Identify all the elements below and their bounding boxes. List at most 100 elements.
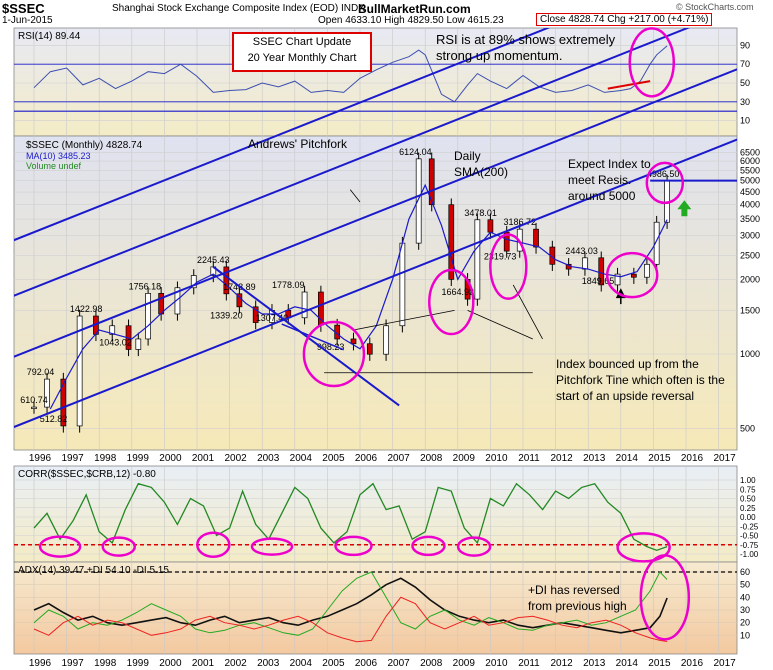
rsi-legend: RSI(14) 89.44	[18, 31, 81, 42]
expect-note-line1: Expect Index to	[568, 157, 651, 171]
expect-note: Expect Index to meet Resis. around 5000	[568, 156, 651, 204]
price-tick-label: 2500	[740, 250, 760, 260]
price-candle-body	[60, 378, 67, 427]
andrews-pitchfork	[14, 28, 737, 429]
x-tick-label-price: 2010	[485, 453, 508, 464]
price-candle-body	[399, 242, 406, 327]
price-point-label: 610.74	[20, 395, 48, 405]
price-candle-body	[135, 338, 142, 350]
x-tick-label-price: 2006	[355, 453, 378, 464]
ma-legend: MA(10) 3485.23	[26, 151, 91, 161]
pitchfork-handle-line	[212, 266, 400, 407]
callout-leader-line	[467, 309, 533, 340]
x-tick-label-adx: 2003	[257, 658, 280, 669]
expect-note-line2: meet Resis.	[568, 173, 632, 187]
update-box-line2: 20 Year Monthly Chart	[247, 52, 357, 64]
pitchfork-median-line	[14, 68, 737, 358]
price-candle-body	[252, 306, 259, 323]
price-candle-body	[31, 406, 37, 409]
price-point-label: 3186.72	[503, 217, 536, 227]
rsi-note-line1: RSI is at 89% shows extremely	[436, 32, 616, 47]
x-tick-label-adx: 1996	[29, 658, 52, 669]
di-note: +DI has reversed from previous high	[528, 582, 627, 614]
corr-tick-label: 0.75	[740, 485, 756, 494]
x-tick-label-price: 1997	[61, 453, 84, 464]
highlight-ellipse	[616, 532, 671, 563]
x-tick-label-price: 2011	[518, 453, 540, 464]
stockcharts-logo: © StockCharts.com	[676, 2, 754, 12]
highlight-ellipse	[196, 531, 231, 558]
corr-tick-label: -0.75	[740, 541, 759, 550]
x-tick-label-price: 2004	[290, 453, 313, 464]
sma-label-line2: SMA(200)	[454, 165, 509, 179]
corr-tick-label: -1.00	[740, 550, 759, 559]
x-tick-label-price: 2008	[420, 453, 443, 464]
x-tick-label-adx: 2010	[485, 658, 508, 669]
x-tick-label-adx: 2007	[387, 658, 410, 669]
adx-tick-label: 10	[740, 630, 750, 640]
price-point-label: 1778.09	[272, 280, 305, 290]
rsi-note-line2: strong up momentum.	[436, 48, 563, 63]
rsi-tick-label: 70	[740, 59, 750, 69]
corr-tick-label: -0.25	[740, 522, 759, 531]
di-note-line1: +DI has reversed	[528, 583, 620, 597]
adx-tick-label: 20	[740, 618, 750, 628]
x-tick-label-price: 1998	[94, 453, 117, 464]
highlight-ellipse	[456, 536, 492, 557]
x-tick-label-price: 2001	[192, 453, 215, 464]
x-tick-label-price: 2014	[616, 453, 639, 464]
price-point-label: 1849.65	[582, 276, 615, 286]
highlight-ellipse	[302, 320, 366, 388]
sma-label-line1: Daily	[454, 149, 481, 163]
corr-tick-label: 0.00	[740, 513, 756, 522]
price-candle-body	[415, 158, 422, 244]
x-tick-label-adx: 1997	[61, 658, 84, 669]
x-tick-label-adx: 2014	[616, 658, 639, 669]
highlight-ellipse	[411, 535, 446, 557]
di-note-line2: from previous high	[528, 599, 627, 613]
adx-line	[33, 577, 668, 634]
axis-labels: 1996 1996 1997 1997 1998 1998 1999 1999 2000 2000…	[29, 40, 760, 669]
x-tick-label-price: 2005	[322, 453, 345, 464]
price-tick-label: 5500	[740, 165, 760, 175]
site-name: BullMarketRun.com	[358, 2, 471, 16]
price-candle-body	[630, 273, 637, 278]
x-tick-label-price: 2013	[583, 453, 606, 464]
rsi-plot	[33, 45, 668, 103]
adx-tick-label: 30	[740, 605, 750, 615]
price-candle-body	[487, 219, 494, 233]
update-box: SSEC Chart Update 20 Year Monthly Chart	[232, 32, 372, 72]
price-candle-body	[366, 343, 373, 355]
price-point-label: 512.82	[40, 414, 68, 424]
x-tick-label-price: 2015	[648, 453, 671, 464]
bounce-note-line2: Pitchfork Tine which often is the	[556, 373, 725, 387]
highlight-ellipse	[101, 536, 137, 557]
update-box-line1: SSEC Chart Update	[252, 36, 352, 48]
price-candle-body	[582, 257, 588, 270]
x-tick-label-price: 2017	[713, 453, 736, 464]
adx-tick-label: 50	[740, 580, 750, 590]
price-candle-body	[145, 293, 151, 340]
price-point-label: 6124.04	[399, 147, 432, 157]
price-point-label: 2245.43	[197, 255, 230, 265]
bounce-note-line1: Index bounced up from the	[556, 357, 699, 371]
price-point-label: 2443.03	[565, 246, 598, 256]
corr-legend: CORR($SSEC,$CRB,12) -0.80	[18, 469, 156, 480]
price-point-label: 1043.02	[99, 337, 132, 347]
x-tick-label-adx: 2000	[159, 658, 182, 669]
x-tick-label-adx: 2015	[648, 658, 671, 669]
rsi-note: RSI is at 89% shows extremely strong up …	[436, 32, 615, 64]
close-values: Close 4828.74 Chg +217.00 (+4.71%)	[536, 13, 713, 26]
x-tick-label-price: 1996	[29, 453, 52, 464]
price-point-label: 3478.01	[464, 208, 497, 218]
x-tick-label-adx: 2008	[420, 658, 443, 669]
price-candle-body	[428, 158, 435, 206]
bounce-note-line3: start of an upside reversal	[556, 389, 695, 403]
callout-leader-line	[353, 309, 455, 331]
pitchfork-lower-tine	[14, 138, 737, 429]
adx-tick-label: 40	[740, 592, 750, 602]
highlight-ellipse	[645, 161, 685, 205]
x-tick-label-adx: 2012	[550, 658, 573, 669]
highlight-ellipse	[628, 27, 676, 98]
